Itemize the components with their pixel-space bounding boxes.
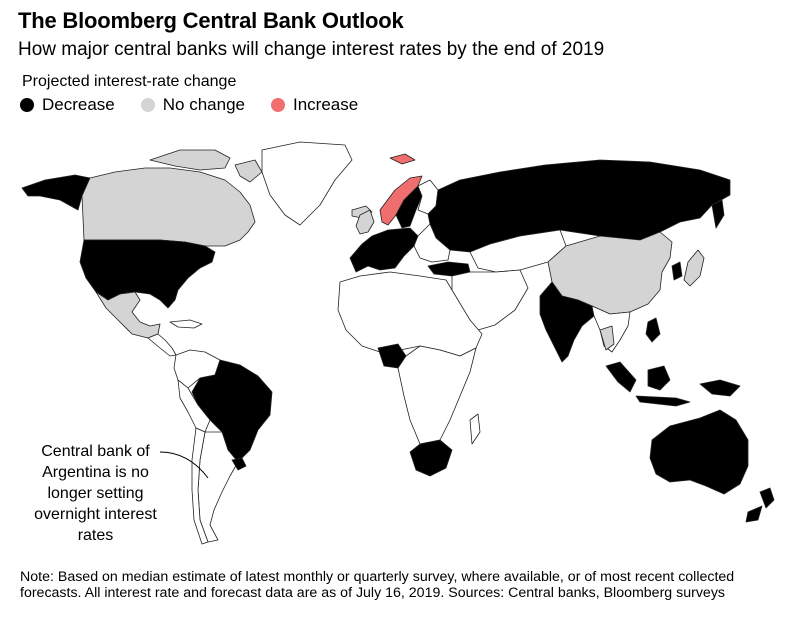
region-indonesia-east <box>699 379 741 397</box>
region-thailand <box>599 325 615 351</box>
region-canada <box>81 167 256 247</box>
legend-label-decrease: Decrease <box>42 95 115 114</box>
region-central-america <box>147 333 177 357</box>
annotation-pointer <box>159 451 209 479</box>
increase-swatch <box>271 98 285 112</box>
decrease-swatch <box>20 98 34 112</box>
argentina-annotation: Central bank of Argentina is no longer s… <box>34 443 157 544</box>
region-philippines <box>645 317 661 343</box>
region-india <box>539 281 595 363</box>
region-chile <box>191 427 209 545</box>
region-united-kingdom <box>355 209 375 235</box>
legend: Decrease No change Increase <box>20 95 384 115</box>
legend-item-increase: Increase <box>271 95 358 115</box>
region-indonesia-sumatra <box>605 361 637 393</box>
region-new-zealand <box>759 487 775 509</box>
region-south-africa <box>409 439 453 477</box>
region-uruguay <box>231 457 247 471</box>
source-note: Note: Based on median estimate of latest… <box>20 569 735 601</box>
region-indonesia-java <box>635 395 691 407</box>
chart-subtitle: How major central banks will change inte… <box>18 39 605 60</box>
region-australia <box>649 409 749 495</box>
region-africa-central <box>397 345 477 445</box>
legend-title: Projected interest-rate change <box>22 73 237 90</box>
region-arctic-islands <box>149 149 231 171</box>
region-greenland <box>261 141 353 226</box>
region-euro-area <box>349 227 419 273</box>
legend-item-decrease: Decrease <box>20 95 115 115</box>
region-indonesia-borneo <box>647 365 671 391</box>
chart-title: The Bloomberg Central Bank Outlook <box>18 8 404 33</box>
no-change-swatch <box>140 98 155 112</box>
region-alaska <box>21 174 91 211</box>
legend-label-increase: Increase <box>293 95 359 114</box>
region-new-zealand-south <box>745 505 763 523</box>
region-kamchatka <box>711 199 725 229</box>
region-south-korea <box>671 261 683 281</box>
region-arctic-islands-2 <box>234 159 263 183</box>
region-caribbean <box>169 319 203 329</box>
region-japan <box>683 249 705 287</box>
region-eastern-europe <box>413 223 451 263</box>
region-russia <box>427 159 731 253</box>
world-map <box>21 141 775 545</box>
region-sweden <box>395 185 423 229</box>
legend-label-no-change: No change <box>162 95 245 114</box>
region-madagascar <box>469 413 481 445</box>
legend-item-no-change: No change <box>140 95 245 115</box>
region-svalbard <box>389 153 416 165</box>
region-mexico <box>95 291 161 339</box>
